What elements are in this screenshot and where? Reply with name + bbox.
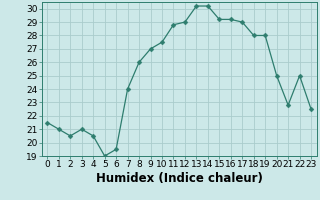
X-axis label: Humidex (Indice chaleur): Humidex (Indice chaleur): [96, 172, 263, 185]
